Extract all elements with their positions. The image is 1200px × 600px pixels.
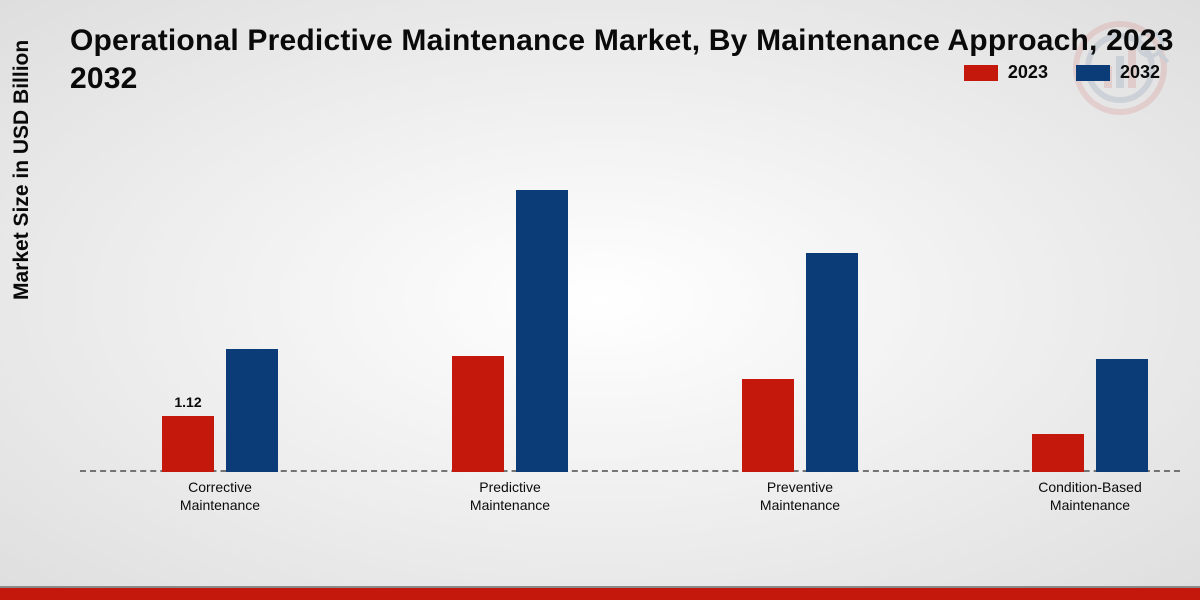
x-axis-label: PreventiveMaintenance	[720, 478, 880, 514]
bar-group	[430, 190, 590, 472]
legend: 2023 2032	[964, 62, 1160, 83]
bar-2032	[1096, 359, 1148, 472]
bar-2032	[516, 190, 568, 472]
legend-label-2023: 2023	[1008, 62, 1048, 83]
legend-swatch-2032	[1076, 65, 1110, 81]
bar-2023	[452, 356, 504, 472]
title-line-1: Operational Predictive Maintenance Marke…	[70, 24, 1174, 57]
legend-swatch-2023	[964, 65, 998, 81]
bar-group	[720, 253, 880, 472]
x-axis-label: Condition-BasedMaintenance	[1010, 478, 1170, 514]
bar-group	[1010, 359, 1170, 472]
legend-item-2023: 2023	[964, 62, 1048, 83]
bar-group: 1.12	[140, 349, 300, 472]
y-axis-label: Market Size in USD Billion	[10, 40, 34, 300]
x-axis-label: CorrectiveMaintenance	[140, 478, 300, 514]
x-axis-label: PredictiveMaintenance	[430, 478, 590, 514]
legend-item-2032: 2032	[1076, 62, 1160, 83]
title-line-2: 2032	[70, 62, 138, 95]
bar-2023	[742, 379, 794, 472]
plot-area: 1.12	[80, 120, 1180, 472]
x-axis-labels: CorrectiveMaintenance PredictiveMaintenan…	[80, 478, 1180, 528]
footer-bar	[0, 586, 1200, 600]
bar-2032	[806, 253, 858, 472]
bar-2032	[226, 349, 278, 472]
bar-2023	[1032, 434, 1084, 472]
legend-label-2032: 2032	[1120, 62, 1160, 83]
chart-title: Operational Predictive Maintenance Marke…	[70, 22, 1174, 97]
bar-value-label: 1.12	[174, 394, 201, 410]
bar-2023: 1.12	[162, 416, 214, 472]
